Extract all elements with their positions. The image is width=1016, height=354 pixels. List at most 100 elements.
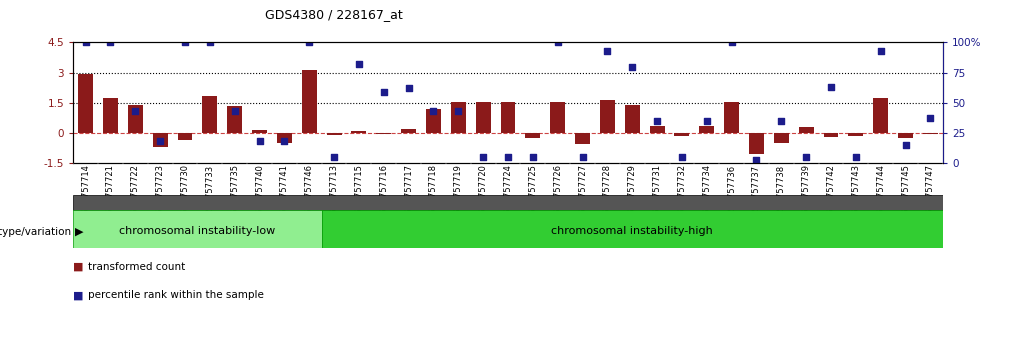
Point <box>823 84 839 90</box>
Point <box>798 154 814 160</box>
Text: chromosomal instability-high: chromosomal instability-high <box>552 226 713 236</box>
Text: GSM757730: GSM757730 <box>181 164 189 216</box>
Text: GSM757718: GSM757718 <box>429 164 438 216</box>
Text: GSM757727: GSM757727 <box>578 164 587 216</box>
Text: GSM757720: GSM757720 <box>479 164 488 215</box>
Text: GSM757729: GSM757729 <box>628 164 637 215</box>
Bar <box>73 195 943 210</box>
Point <box>674 154 690 160</box>
Text: GSM757715: GSM757715 <box>355 164 364 215</box>
Text: GSM757735: GSM757735 <box>231 164 239 216</box>
Bar <box>302 70 317 133</box>
Bar <box>551 102 565 133</box>
Bar <box>128 105 142 133</box>
Bar <box>824 133 838 137</box>
Point <box>450 108 466 114</box>
Text: ■: ■ <box>73 290 83 300</box>
Bar <box>103 98 118 133</box>
Bar <box>848 133 864 136</box>
Bar <box>401 129 417 133</box>
Text: ▶: ▶ <box>75 227 83 237</box>
Bar <box>649 126 664 133</box>
Point <box>351 61 367 67</box>
Point <box>599 48 616 54</box>
Point <box>723 40 740 45</box>
Bar <box>376 133 391 135</box>
Point <box>251 138 267 144</box>
Text: GSM757726: GSM757726 <box>553 164 562 216</box>
Bar <box>749 133 764 154</box>
Text: GSM757716: GSM757716 <box>379 164 388 216</box>
Text: GSM757721: GSM757721 <box>106 164 115 215</box>
Point <box>202 40 218 45</box>
Point <box>649 118 665 124</box>
Bar <box>152 133 168 147</box>
Text: GSM757736: GSM757736 <box>727 164 737 216</box>
Text: GSM757743: GSM757743 <box>851 164 861 216</box>
Point <box>400 85 417 91</box>
Text: genotype/variation: genotype/variation <box>0 227 71 237</box>
Bar <box>625 105 640 133</box>
Text: GSM757717: GSM757717 <box>404 164 414 216</box>
Bar <box>774 133 788 143</box>
Point <box>550 40 566 45</box>
Bar <box>252 130 267 133</box>
Point <box>923 115 939 121</box>
Point <box>624 64 640 69</box>
Text: GSM757747: GSM757747 <box>926 164 935 216</box>
Text: GSM757733: GSM757733 <box>205 164 214 216</box>
Bar <box>352 131 367 133</box>
Text: GSM757742: GSM757742 <box>827 164 835 215</box>
Point <box>773 118 789 124</box>
Point <box>227 108 243 114</box>
Bar <box>475 102 491 133</box>
Point <box>77 40 93 45</box>
Text: GSM757740: GSM757740 <box>255 164 264 215</box>
Bar <box>202 96 217 133</box>
Bar <box>178 133 192 140</box>
Text: ■: ■ <box>73 262 83 272</box>
Text: GSM757745: GSM757745 <box>901 164 910 215</box>
Text: GSM757725: GSM757725 <box>528 164 537 215</box>
Point <box>699 118 715 124</box>
Text: GSM757739: GSM757739 <box>802 164 811 216</box>
Bar <box>575 133 590 144</box>
Point <box>847 154 864 160</box>
Text: GSM757746: GSM757746 <box>305 164 314 216</box>
Bar <box>78 74 93 133</box>
Text: GDS4380 / 228167_at: GDS4380 / 228167_at <box>265 8 403 21</box>
Bar <box>923 133 938 135</box>
Bar <box>326 133 341 135</box>
Bar <box>525 133 541 138</box>
Text: GSM757731: GSM757731 <box>652 164 661 216</box>
Text: GSM757737: GSM757737 <box>752 164 761 216</box>
Text: GSM757738: GSM757738 <box>777 164 785 216</box>
Point <box>500 154 516 160</box>
Text: GSM757714: GSM757714 <box>81 164 90 215</box>
Text: GSM757722: GSM757722 <box>131 164 140 215</box>
Bar <box>322 210 943 248</box>
Bar <box>675 133 690 136</box>
Point <box>152 138 169 144</box>
Point <box>426 108 442 114</box>
Bar <box>501 102 515 133</box>
Text: GSM757728: GSM757728 <box>602 164 612 216</box>
Point <box>897 142 913 148</box>
Text: GSM757719: GSM757719 <box>454 164 463 215</box>
Point <box>749 158 765 163</box>
Bar <box>799 127 814 133</box>
Bar <box>228 105 242 133</box>
Bar <box>699 126 714 133</box>
Point <box>127 108 143 114</box>
Point <box>177 40 193 45</box>
Point <box>301 40 317 45</box>
Bar <box>874 98 888 133</box>
Point <box>475 154 492 160</box>
Point <box>376 89 392 95</box>
Text: percentile rank within the sample: percentile rank within the sample <box>88 290 264 300</box>
Text: transformed count: transformed count <box>88 262 186 272</box>
Point <box>103 40 119 45</box>
Text: GSM757734: GSM757734 <box>702 164 711 216</box>
Bar <box>599 100 615 133</box>
Bar <box>451 102 465 133</box>
